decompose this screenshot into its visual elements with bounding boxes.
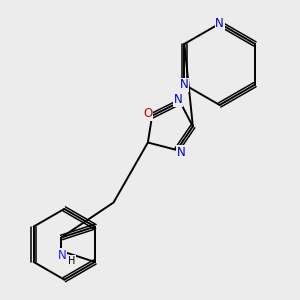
Text: N: N <box>173 93 182 106</box>
Text: O: O <box>143 107 152 120</box>
Text: H: H <box>68 256 76 266</box>
Text: N: N <box>58 249 67 262</box>
Text: N: N <box>180 78 189 91</box>
Text: N: N <box>215 17 224 30</box>
Text: N: N <box>177 146 185 159</box>
